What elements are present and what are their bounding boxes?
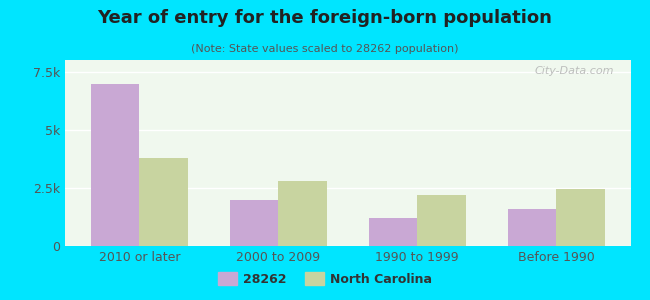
- Bar: [91, 84, 139, 246]
- Text: Year of entry for the foreign-born population: Year of entry for the foreign-born popul…: [98, 9, 552, 27]
- Legend: 28262, North Carolina: 28262, North Carolina: [213, 267, 437, 291]
- Bar: [556, 189, 604, 246]
- Bar: [229, 200, 278, 246]
- Bar: [139, 158, 188, 246]
- Bar: [369, 218, 417, 246]
- Bar: [278, 181, 327, 246]
- Text: (Note: State values scaled to 28262 population): (Note: State values scaled to 28262 popu…: [191, 44, 459, 53]
- Bar: [508, 209, 556, 246]
- Bar: [417, 195, 466, 246]
- Text: City-Data.com: City-Data.com: [534, 66, 614, 76]
